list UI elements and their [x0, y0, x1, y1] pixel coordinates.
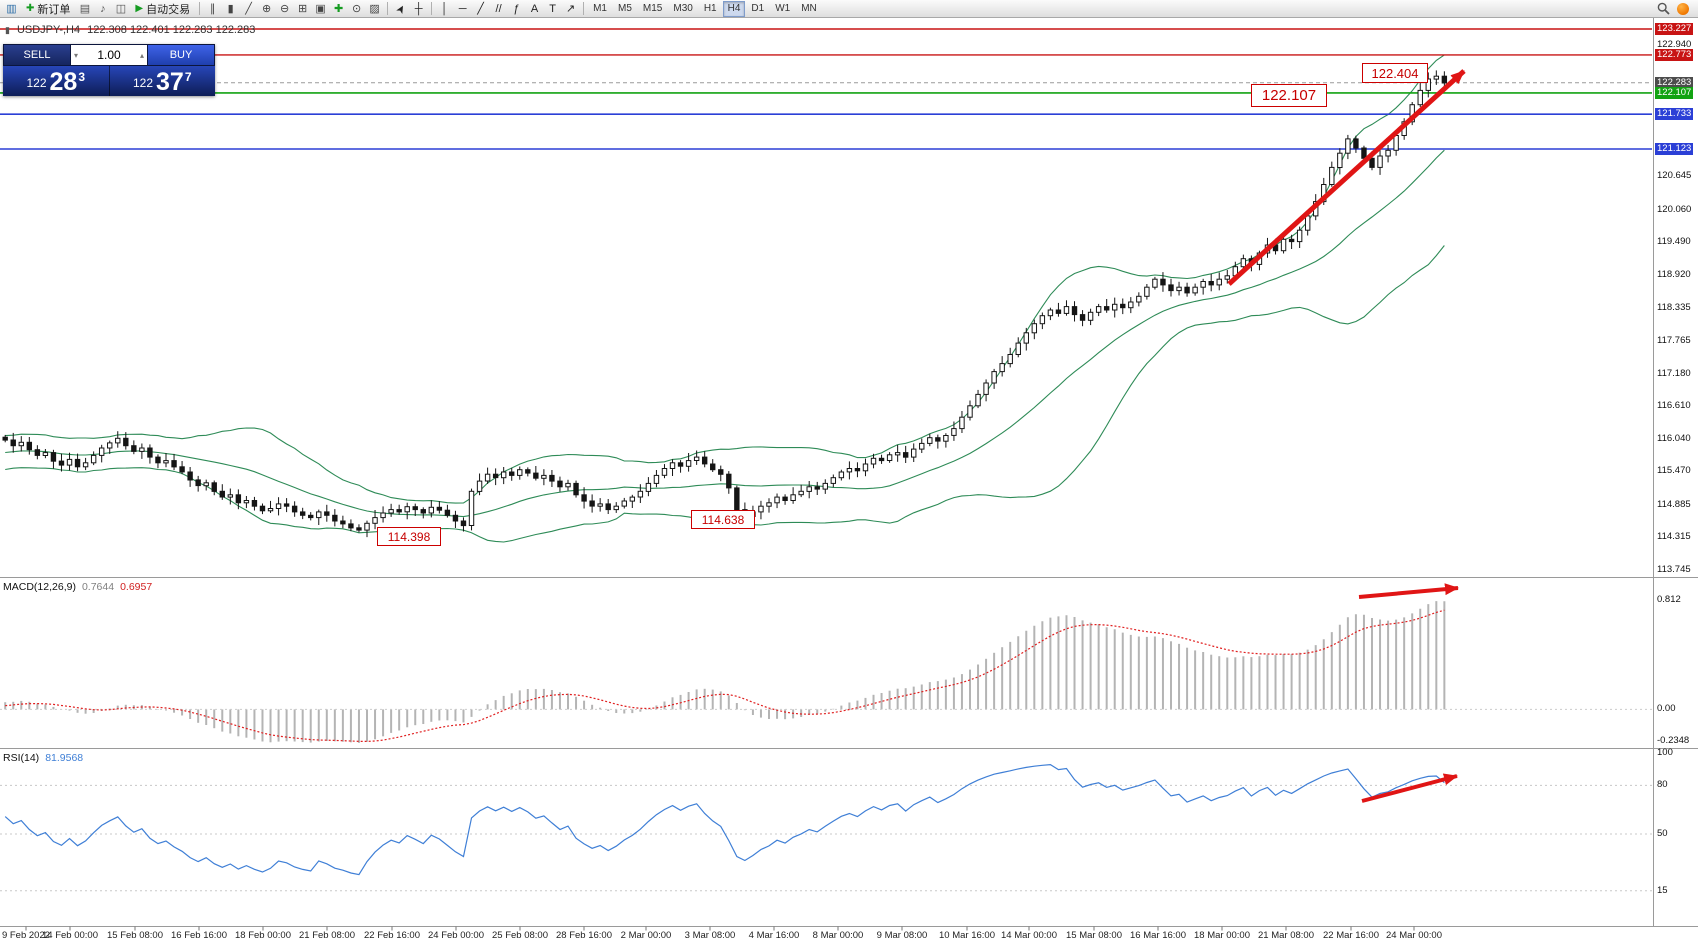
line-chart-icon[interactable]: ╱	[245, 3, 252, 15]
rsi-value: 81.9568	[45, 752, 84, 764]
rsi-header: RSI(14) 81.9568	[3, 752, 83, 764]
text-icon[interactable]: A	[530, 2, 539, 15]
fibonacci-icon[interactable]: ƒ	[513, 2, 520, 15]
sell-button[interactable]: SELL	[3, 44, 71, 66]
buy-price-base: 122	[132, 76, 154, 90]
indicators-icon[interactable]: ✚	[333, 3, 344, 15]
toolbar: ▥ ✚ 新订单 ▤ ♪ ◫ ▶ 自动交易 ∥ ▮ ╱ ⊕ ⊖ ⊞ ▣ ✚ ⊙ ▨ ➤ ┼ │ ─ ╱//ƒ A T ↗ M1 M5 M1…	[0, 0, 1698, 18]
timeframe-m15[interactable]: M15	[642, 2, 663, 14]
lot-down-arrow-icon[interactable]: ▾	[74, 50, 79, 60]
cursor-icon[interactable]: ➤	[393, 1, 409, 16]
timeframe-mn[interactable]: MN	[801, 2, 817, 14]
candlestick-chart-icon[interactable]: ▮	[227, 3, 234, 15]
channel-icon[interactable]: //	[495, 2, 502, 15]
macd-signal-value: 0.6957	[120, 581, 153, 593]
toolbar-separator	[431, 2, 433, 15]
timeframe-m30[interactable]: M30	[673, 2, 693, 14]
ohlc-values: 122.308 122.401 122.283 122.283	[87, 24, 256, 36]
one-click-trading-panel: SELL ▾ 1.00 ▴ BUY 122 28 3 122 37 7	[3, 44, 215, 96]
sell-price-base: 122	[26, 76, 47, 90]
bollinger-bands	[5, 54, 1445, 543]
rsi-name: RSI(14)	[3, 752, 40, 764]
toolbar-separator	[199, 2, 201, 15]
toolbar-separator	[387, 2, 389, 15]
buy-price[interactable]: 122 37 7	[110, 66, 216, 96]
zoom-in-icon[interactable]: ⊕	[261, 3, 272, 15]
buy-price-pips: 37	[156, 68, 184, 96]
panel-separators	[0, 18, 1698, 927]
buy-button[interactable]: BUY	[147, 44, 215, 66]
macd-main-value: 0.7644	[81, 581, 115, 593]
charts-window-icon[interactable]: ▤	[79, 3, 91, 15]
timeframe-d1[interactable]: D1	[751, 2, 765, 14]
arrows-tool-icon[interactable]: ↗	[565, 3, 576, 15]
trendline-icon[interactable]: ╱	[477, 3, 484, 15]
mailbox-icon[interactable]: ◫	[115, 3, 127, 15]
horizontal-price-lines[interactable]	[0, 28, 1652, 150]
timeframe-w1[interactable]: W1	[775, 2, 791, 14]
lot-value[interactable]: 1.00	[97, 48, 121, 62]
crosshair-icon[interactable]: ┼	[414, 2, 423, 15]
macd-header: MACD(12,26,9) 0.7644 0.6957	[3, 581, 152, 593]
lot-size-input[interactable]: ▾ 1.00 ▴	[71, 44, 147, 66]
rsi-line	[4, 763, 1445, 876]
chart-ohlc-header: ▮ USDJPY-,H4 122.308 122.401 122.283 122…	[5, 24, 255, 36]
bar-chart-icon[interactable]: ∥	[209, 3, 216, 15]
time-axis-ticks	[25, 926, 1415, 931]
alerts-icon[interactable]: ♪	[100, 2, 106, 15]
periods-icon[interactable]: ⊙	[351, 3, 362, 15]
timeframe-h4[interactable]: H4	[722, 0, 746, 17]
search-icon[interactable]	[1655, 1, 1672, 17]
macd-histogram	[4, 601, 1446, 743]
autotrade-button-label: 自动交易	[146, 3, 191, 16]
symbol-timeframe: USDJPY-,H4	[16, 24, 81, 36]
vertical-line-icon[interactable]: │	[441, 2, 449, 15]
templates-icon[interactable]: ▨	[369, 3, 380, 15]
trend-arrows[interactable]	[1227, 69, 1466, 803]
rsi-level-lines	[0, 784, 1652, 892]
autotrade-button-icon: ▶	[135, 3, 144, 14]
new-order-button-icon: ✚	[26, 3, 35, 14]
sell-price-fraction: 3	[78, 70, 86, 84]
new-chart-icon[interactable]: ▥	[6, 3, 17, 15]
lot-up-arrow-icon[interactable]: ▴	[139, 50, 144, 60]
timeframe-m1[interactable]: M1	[593, 2, 607, 14]
sell-price-pips: 28	[49, 68, 78, 96]
candles	[2, 70, 1448, 538]
tile-windows-icon[interactable]: ⊞	[297, 3, 308, 15]
sell-price[interactable]: 122 28 3	[3, 66, 110, 96]
new-order-button[interactable]: ✚ 新订单	[21, 1, 75, 17]
new-order-button-label: 新订单	[37, 3, 71, 16]
macd-signal-line	[5, 609, 1445, 743]
notification-badge-icon[interactable]	[1677, 2, 1689, 15]
label-icon[interactable]: T	[549, 2, 556, 15]
candlestick-mini-icon: ▮	[5, 24, 10, 35]
timeframe-m5[interactable]: M5	[618, 2, 632, 14]
autotrade-button[interactable]: ▶ 自动交易	[130, 1, 195, 17]
zoom-out-icon[interactable]: ⊖	[279, 3, 290, 15]
toolbar-separator	[583, 2, 585, 15]
macd-name: MACD(12,26,9)	[3, 581, 76, 593]
buy-price-fraction: 7	[184, 70, 192, 84]
horizontal-line-icon[interactable]: ─	[458, 2, 467, 15]
timeframe-h1[interactable]: H1	[703, 2, 717, 14]
navigator-icon[interactable]: ▣	[315, 3, 326, 15]
